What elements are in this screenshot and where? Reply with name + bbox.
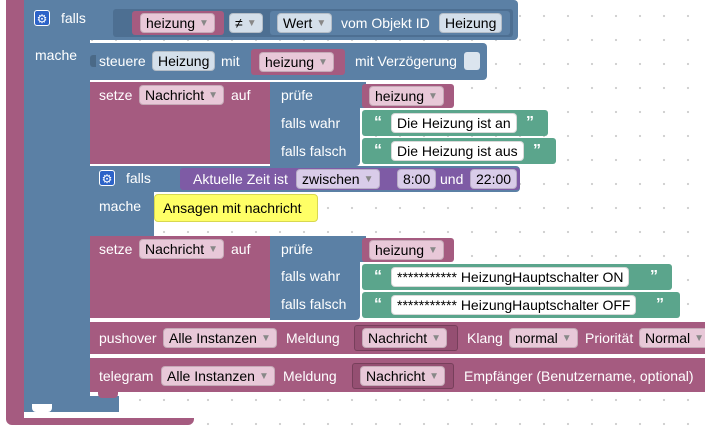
vom-objekt-label: vom Objekt ID [341, 15, 430, 31]
delay-label: mit Verzögerung [355, 53, 457, 69]
priority-value: Normal [645, 330, 691, 346]
text-field[interactable]: *********** HeizungHauptschalter OFF [391, 295, 637, 315]
object-id-field[interactable]: Heizung [439, 13, 503, 33]
setze-label: setze [99, 241, 133, 257]
pruefe-label: prüfe [281, 87, 313, 103]
text-field[interactable]: Die Heizung ist an [391, 113, 517, 133]
chevron-down-icon: ▼ [258, 371, 269, 383]
falls-wahr-label: falls wahr [281, 115, 341, 131]
klang-label: Klang [467, 330, 503, 346]
open-quote-icon: “ [374, 296, 382, 313]
variable-dropdown[interactable]: heizung ▼ [369, 240, 444, 260]
chevron-down-icon: ▼ [316, 18, 327, 30]
variable-name: Nachricht [368, 330, 428, 346]
time-from-field[interactable]: 8:00 [397, 169, 437, 189]
klang-dropdown[interactable]: normal ▼ [509, 328, 578, 348]
telegram-label: telegram [99, 368, 154, 384]
close-quote-icon: ” [650, 268, 658, 285]
chevron-down-icon: ▼ [199, 18, 209, 30]
operator-dropdown[interactable]: ≠ ▼ [229, 13, 263, 33]
open-quote-icon: “ [374, 114, 382, 131]
variable-dropdown[interactable]: heizung ▼ [259, 52, 334, 72]
falls-falsch-label: falls falsch [281, 296, 347, 312]
instance-label: Alle Instanzen [169, 330, 257, 346]
current-time-label: Aktuelle Zeit ist [193, 171, 288, 187]
chevron-down-icon: ▼ [363, 174, 374, 186]
und-label: und [440, 171, 464, 187]
auf-label: auf [231, 241, 251, 257]
range-label: zwischen [302, 171, 360, 187]
chevron-down-icon: ▼ [694, 333, 705, 345]
chevron-down-icon: ▼ [428, 245, 438, 257]
klang-value: normal [515, 330, 558, 346]
gear-icon[interactable]: ⚙ [99, 170, 115, 186]
wert-dropdown[interactable]: Wert ▼ [277, 13, 333, 33]
falls-label: falls [126, 170, 151, 186]
close-quote-icon: ” [656, 296, 664, 313]
mache-label: mache [35, 47, 78, 63]
chevron-down-icon: ▼ [428, 91, 438, 103]
text-field[interactable]: *********** HeizungHauptschalter ON [391, 267, 630, 287]
variable-name: heizung [265, 54, 315, 70]
chevron-down-icon: ▼ [260, 333, 271, 345]
wert-label: Wert [283, 15, 313, 31]
instance-label: Alle Instanzen [167, 368, 255, 384]
close-quote-icon: ” [526, 114, 534, 131]
variable-name: Nachricht [145, 241, 205, 257]
instance-dropdown[interactable]: Alle Instanzen ▼ [163, 328, 277, 348]
pruefe-label: prüfe [281, 241, 313, 257]
chevron-down-icon: ▼ [208, 244, 219, 256]
open-quote-icon: “ [374, 268, 382, 285]
ternary-block[interactable] [270, 236, 360, 320]
variable-dropdown[interactable]: heizung ▼ [369, 86, 444, 106]
operator: ≠ [235, 15, 243, 31]
variable-name: Nachricht [366, 368, 426, 384]
meldung-label: Meldung [283, 368, 337, 384]
comment-text: Ansagen mit nachricht [163, 200, 302, 216]
time-to-field[interactable]: 22:00 [470, 169, 518, 189]
comment-block[interactable] [154, 194, 318, 222]
setze-variable-dropdown[interactable]: Nachricht ▼ [139, 239, 225, 259]
open-quote-icon: “ [374, 142, 382, 159]
steuere-object-field[interactable]: Heizung [152, 51, 216, 71]
auf-label: auf [231, 87, 251, 103]
variable-name: Nachricht [145, 87, 205, 103]
variable-name: heizung [375, 88, 425, 104]
chevron-down-icon: ▼ [318, 57, 328, 69]
delay-checkbox[interactable] [464, 52, 480, 70]
chevron-down-icon: ▼ [561, 333, 572, 345]
falls-falsch-label: falls falsch [281, 143, 347, 159]
close-quote-icon: ” [533, 142, 541, 159]
setze-variable-dropdown[interactable]: Nachricht ▼ [139, 85, 225, 105]
falls-label: falls [61, 10, 86, 26]
meldung-label: Meldung [286, 330, 340, 346]
variable-dropdown[interactable]: Nachricht ▼ [362, 328, 448, 348]
mit-label: mit [221, 53, 240, 69]
chevron-down-icon: ▼ [431, 333, 442, 345]
prioritaet-label: Priorität [585, 330, 634, 346]
priority-dropdown[interactable]: Normal ▼ [639, 328, 705, 348]
variable-name: heizung [146, 15, 196, 31]
recipient-label: Empfänger (Benutzername, optional) [464, 368, 694, 384]
chevron-down-icon: ▼ [246, 18, 257, 30]
text-field[interactable]: Die Heizung ist aus [391, 141, 524, 161]
variable-dropdown[interactable]: heizung ▼ [140, 13, 215, 33]
ternary-block[interactable] [270, 82, 360, 166]
chevron-down-icon: ▼ [208, 90, 219, 102]
gear-icon[interactable]: ⚙ [34, 10, 50, 26]
variable-name: heizung [375, 242, 425, 258]
steuere-label: steuere [99, 53, 146, 69]
instance-dropdown[interactable]: Alle Instanzen ▼ [161, 366, 275, 386]
setze-label: setze [99, 87, 133, 103]
range-dropdown[interactable]: zwischen ▼ [296, 169, 380, 189]
pushover-label: pushover [99, 330, 157, 346]
variable-dropdown[interactable]: Nachricht ▼ [360, 366, 446, 386]
falls-wahr-label: falls wahr [281, 268, 341, 284]
chevron-down-icon: ▼ [429, 371, 440, 383]
mache-label: mache [99, 198, 142, 214]
